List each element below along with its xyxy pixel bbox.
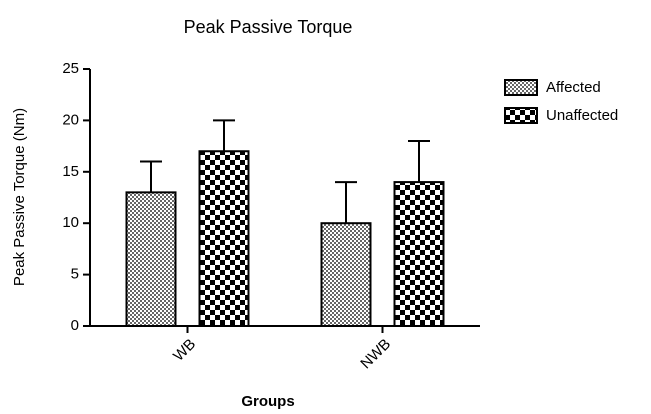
y-axis-label: Peak Passive Torque (Nm) xyxy=(11,108,28,286)
y-tick-label: 5 xyxy=(71,266,79,283)
y-tick-label: 0 xyxy=(71,317,79,334)
legend-label: Affected xyxy=(546,79,601,96)
x-axis-label: Groups xyxy=(241,393,294,410)
legend-swatch xyxy=(504,79,538,96)
x-tick-label: NWB xyxy=(357,336,394,373)
bar xyxy=(320,222,372,327)
y-tick-label: 10 xyxy=(62,214,79,231)
bar xyxy=(198,150,250,327)
y-tick-label: 15 xyxy=(62,163,79,180)
chart-title: Peak Passive Torque xyxy=(184,17,353,37)
bar xyxy=(125,191,177,327)
legend-swatch xyxy=(504,107,538,124)
bar xyxy=(393,181,445,327)
y-tick-label: 25 xyxy=(62,60,79,77)
y-tick-label: 20 xyxy=(62,111,79,128)
x-tick-label: WB xyxy=(170,336,199,365)
legend-label: Unaffected xyxy=(546,107,618,124)
